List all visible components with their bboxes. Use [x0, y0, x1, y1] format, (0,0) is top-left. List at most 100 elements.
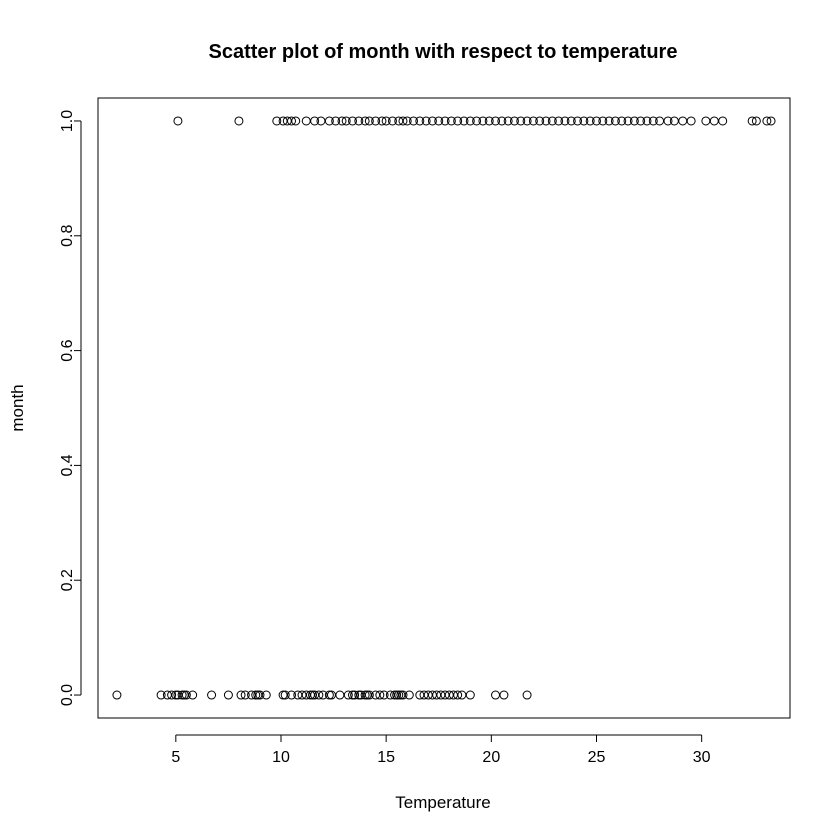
data-point	[499, 690, 509, 700]
data-point	[472, 116, 482, 126]
data-point	[678, 116, 688, 126]
data-point	[310, 116, 320, 126]
data-point	[350, 690, 360, 700]
data-point	[375, 690, 385, 700]
data-point	[236, 690, 246, 700]
data-point	[381, 116, 391, 126]
data-point	[604, 116, 614, 126]
data-point	[377, 116, 387, 126]
y-tick-label: 0.6	[59, 339, 76, 361]
data-point	[402, 116, 412, 126]
x-tick-label: 15	[377, 749, 395, 766]
data-point	[617, 116, 627, 126]
data-point	[112, 690, 122, 700]
data-point	[188, 690, 198, 700]
data-point	[598, 116, 608, 126]
data-point	[173, 116, 183, 126]
data-point	[686, 116, 696, 126]
data-point	[287, 690, 297, 700]
y-axis: 0.0 0.2 0.4 0.6 0.8 1.0	[59, 110, 82, 706]
data-point	[337, 116, 347, 126]
data-point	[446, 116, 456, 126]
plot-area-border	[97, 97, 791, 719]
data-point	[465, 690, 475, 700]
data-point	[503, 116, 513, 126]
data-point	[509, 116, 519, 126]
y-axis-label: month	[8, 384, 27, 431]
data-point	[718, 116, 728, 126]
data-point	[272, 116, 282, 126]
data-point	[465, 116, 475, 126]
y-tick-label: 1.0	[59, 110, 76, 132]
data-point	[354, 116, 364, 126]
data-point	[528, 116, 538, 126]
data-point	[394, 690, 404, 700]
data-point	[491, 116, 501, 126]
data-point	[280, 690, 290, 700]
data-point	[341, 116, 351, 126]
data-point	[261, 690, 271, 700]
data-point	[648, 116, 658, 126]
data-point	[371, 116, 381, 126]
data-point	[398, 690, 408, 700]
x-tick-label: 5	[171, 749, 180, 766]
data-point	[409, 116, 419, 126]
data-point	[491, 690, 501, 700]
data-point	[434, 116, 444, 126]
chart-title: Scatter plot of month with respect to te…	[209, 41, 678, 63]
data-point	[762, 116, 772, 126]
data-point	[324, 690, 334, 700]
data-point	[709, 116, 719, 126]
data-point	[392, 690, 402, 700]
data-point	[291, 116, 301, 126]
data-point	[459, 116, 469, 126]
data-point	[301, 116, 311, 126]
data-point	[364, 690, 374, 700]
data-point	[421, 116, 431, 126]
x-axis: 5 10 15 20 25 30	[171, 734, 711, 766]
y-tick-label: 0.0	[59, 684, 76, 706]
data-point	[541, 116, 551, 126]
data-point	[234, 116, 244, 126]
data-point	[573, 116, 583, 126]
data-point	[440, 116, 450, 126]
data-point	[398, 116, 408, 126]
x-axis-label: Temperature	[395, 793, 490, 812]
data-point	[343, 690, 353, 700]
data-point	[766, 116, 776, 126]
data-point	[560, 116, 570, 126]
data-point	[360, 690, 370, 700]
data-point	[547, 116, 557, 126]
data-point	[610, 116, 620, 126]
data-point	[314, 690, 324, 700]
data-point	[585, 116, 595, 126]
x-tick-label: 30	[693, 749, 711, 766]
data-point	[579, 116, 589, 126]
data-point	[415, 116, 425, 126]
data-point	[331, 116, 341, 126]
data-point	[478, 116, 488, 126]
data-point	[623, 116, 633, 126]
y-tick-label: 0.2	[59, 569, 76, 591]
data-point	[516, 116, 526, 126]
y-tick-label: 0.8	[59, 225, 76, 247]
data-point	[484, 116, 494, 126]
data-point	[387, 116, 397, 126]
data-point	[453, 116, 463, 126]
x-tick-label: 10	[272, 749, 290, 766]
data-point	[747, 116, 757, 126]
data-point	[223, 690, 233, 700]
data-point	[427, 116, 437, 126]
data-point	[324, 116, 334, 126]
data-point	[566, 116, 576, 126]
data-point	[629, 116, 639, 126]
data-point	[335, 690, 345, 700]
data-point	[360, 116, 370, 126]
data-point	[453, 690, 463, 700]
data-point	[167, 690, 177, 700]
data-point	[522, 116, 532, 126]
data-point	[404, 690, 414, 700]
data-point	[207, 690, 217, 700]
data-point	[497, 116, 507, 126]
